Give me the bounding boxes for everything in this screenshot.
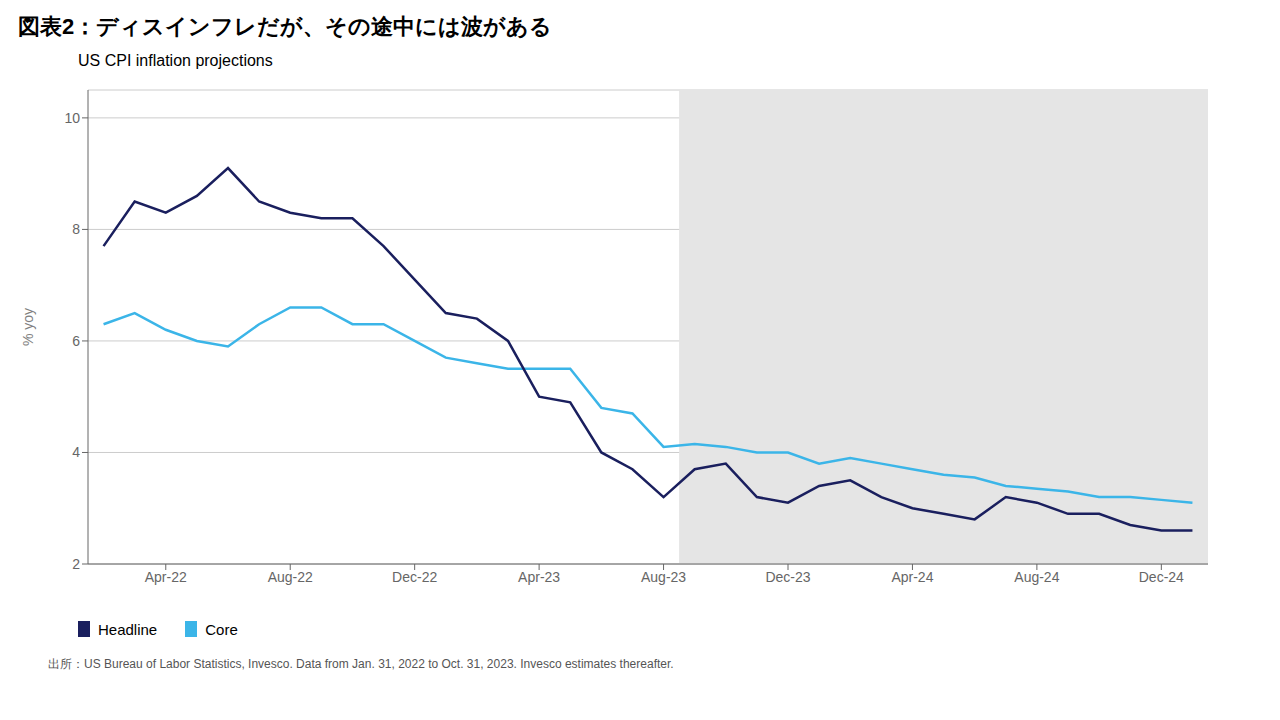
svg-text:10: 10 (64, 110, 80, 126)
svg-text:Aug-22: Aug-22 (268, 569, 313, 585)
svg-text:Apr-23: Apr-23 (518, 569, 560, 585)
svg-text:Apr-22: Apr-22 (145, 569, 187, 585)
svg-text:6: 6 (72, 333, 80, 349)
html-text:出所：US Bureau of Labor Statisti: 出所：US Bureau of Labor Statistics, Invesc… (48, 657, 674, 671)
html-text:US CPI inflation projections: US CPI inflation projections (78, 52, 273, 69)
svg-text:Dec-22: Dec-22 (392, 569, 437, 585)
html-text:図表2：ディスインフレだが、その途中には波がある: 図表2：ディスインフレだが、その途中には波がある (18, 14, 553, 39)
html-text:Core: Core (205, 620, 238, 638)
svg-text:Apr-24: Apr-24 (891, 569, 933, 585)
svg-text:Aug-24: Aug-24 (1014, 569, 1059, 585)
svg-text:Aug-23: Aug-23 (641, 569, 686, 585)
svg-text:% yoy: % yoy (20, 308, 36, 346)
svg-text:2: 2 (72, 556, 80, 572)
svg-text:Dec-23: Dec-23 (765, 569, 810, 585)
svg-text:4: 4 (72, 444, 80, 460)
svg-text:Dec-24: Dec-24 (1139, 569, 1184, 585)
svg-text:8: 8 (72, 221, 80, 237)
html-text:Headline: Headline (98, 620, 158, 638)
